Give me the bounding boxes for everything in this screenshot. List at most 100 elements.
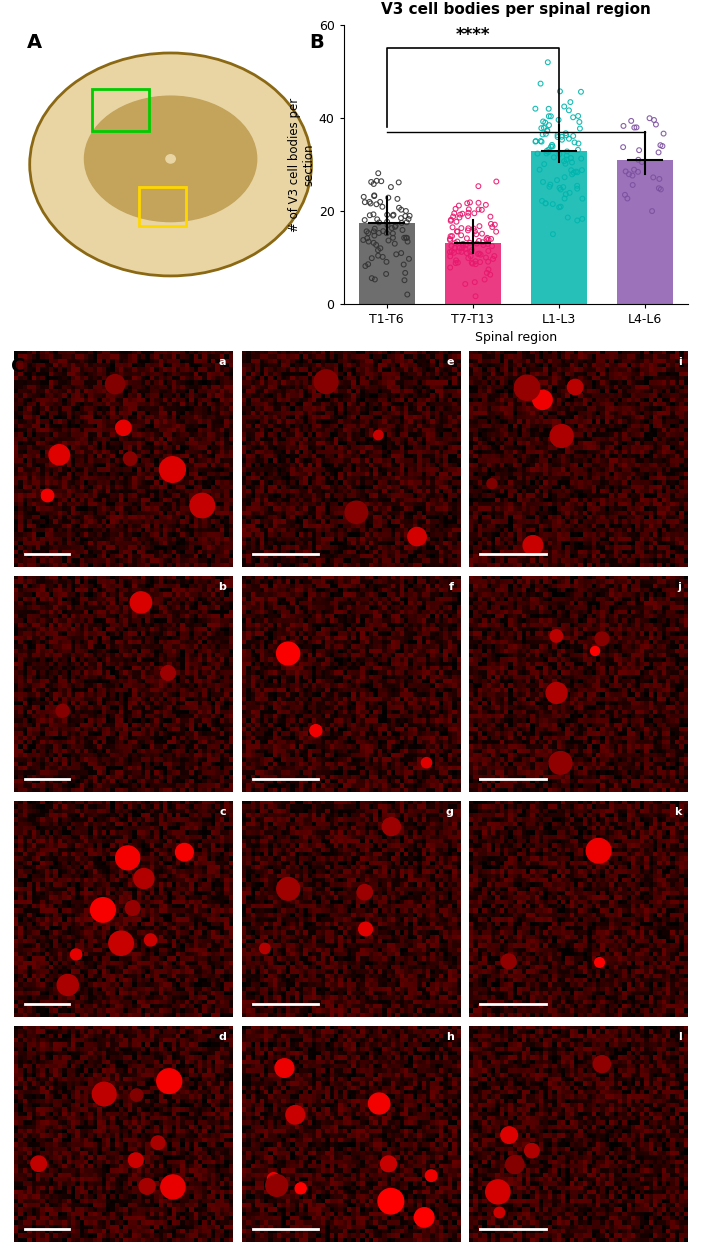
Point (451, 221, 463, 241)
Point (627, 174, 638, 195)
Point (571, 162, 583, 182)
Point (554, 197, 565, 217)
Point (564, 183, 575, 203)
Circle shape (550, 630, 562, 643)
Bar (145, 228, 196, 270)
Circle shape (414, 1207, 434, 1227)
Point (576, 82, 587, 102)
Point (485, 207, 496, 227)
Point (362, 228, 373, 248)
Circle shape (128, 1153, 143, 1167)
Point (561, 149, 572, 169)
Point (404, 206, 415, 226)
Text: a: a (219, 358, 226, 368)
Point (454, 205, 465, 225)
Point (402, 285, 413, 305)
Point (369, 226, 380, 246)
Point (445, 211, 456, 231)
Point (554, 178, 565, 198)
Circle shape (593, 1055, 611, 1073)
Point (536, 191, 548, 211)
Point (545, 137, 557, 157)
Point (485, 213, 496, 233)
Point (475, 252, 486, 272)
Point (377, 247, 388, 267)
Point (467, 254, 478, 274)
Text: b: b (218, 582, 226, 592)
Point (562, 207, 574, 227)
Circle shape (533, 390, 552, 409)
Point (559, 167, 570, 187)
Circle shape (124, 452, 137, 466)
Point (543, 139, 554, 159)
Circle shape (421, 758, 432, 768)
Bar (445, 243, 501, 304)
Point (566, 161, 577, 181)
Circle shape (31, 1156, 46, 1171)
Point (371, 235, 382, 255)
Point (489, 215, 501, 235)
Point (655, 179, 666, 200)
Point (545, 174, 556, 195)
Point (460, 238, 471, 259)
Point (401, 212, 412, 232)
Point (456, 218, 467, 238)
Point (475, 245, 486, 265)
Point (399, 206, 411, 226)
Circle shape (125, 901, 140, 915)
Point (567, 107, 578, 127)
Circle shape (139, 1178, 155, 1195)
Point (395, 208, 406, 228)
Circle shape (487, 478, 497, 488)
X-axis label: Spinal region: Spinal region (475, 331, 557, 344)
Point (546, 134, 557, 154)
Point (486, 217, 498, 237)
Bar (531, 151, 587, 304)
Point (402, 232, 413, 252)
Point (397, 220, 408, 240)
Circle shape (295, 1183, 306, 1194)
Y-axis label: # of V3 cell bodies per
section: # of V3 cell bodies per section (288, 98, 316, 232)
Text: k: k (674, 807, 682, 817)
Point (557, 129, 568, 149)
Point (486, 228, 497, 248)
Text: C: C (11, 356, 25, 376)
Point (547, 137, 558, 157)
Point (555, 82, 566, 102)
Point (458, 233, 469, 254)
Point (403, 210, 414, 230)
Point (451, 250, 462, 270)
Point (537, 124, 548, 144)
Point (535, 74, 546, 94)
Point (368, 221, 379, 241)
Point (456, 225, 467, 245)
Circle shape (501, 1127, 517, 1143)
Circle shape (550, 424, 573, 448)
Circle shape (515, 375, 540, 400)
Point (456, 238, 468, 259)
Point (359, 192, 371, 212)
Point (464, 192, 475, 212)
Circle shape (286, 1106, 305, 1124)
Point (532, 143, 543, 163)
Point (366, 172, 377, 192)
Point (538, 172, 549, 192)
Point (553, 109, 564, 129)
Point (470, 286, 481, 306)
Circle shape (277, 643, 300, 665)
Point (555, 179, 567, 200)
Circle shape (57, 974, 79, 995)
Point (381, 252, 392, 272)
Point (541, 124, 552, 144)
Point (368, 232, 379, 252)
Point (472, 243, 484, 264)
Circle shape (380, 1156, 397, 1172)
Point (530, 131, 541, 151)
Circle shape (267, 1172, 279, 1185)
Circle shape (373, 430, 383, 439)
Point (618, 137, 629, 157)
Point (576, 208, 588, 228)
Point (378, 221, 389, 241)
Point (466, 240, 477, 260)
Point (366, 248, 378, 269)
